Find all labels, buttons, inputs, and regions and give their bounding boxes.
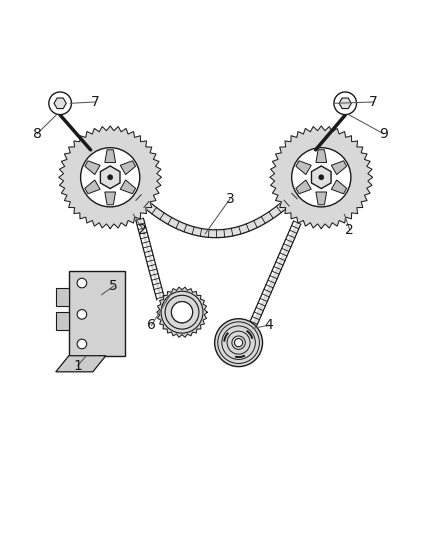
Text: 4: 4 — [265, 318, 273, 332]
Text: 3: 3 — [226, 192, 234, 206]
Circle shape — [292, 148, 351, 207]
Polygon shape — [296, 161, 311, 175]
Circle shape — [108, 175, 113, 180]
Polygon shape — [296, 180, 311, 194]
Circle shape — [234, 338, 243, 347]
Polygon shape — [56, 288, 69, 305]
Polygon shape — [69, 271, 125, 356]
Circle shape — [215, 319, 262, 367]
Text: 1: 1 — [73, 359, 82, 373]
Circle shape — [49, 92, 71, 115]
Polygon shape — [316, 192, 327, 205]
Polygon shape — [316, 150, 327, 163]
Circle shape — [319, 175, 324, 180]
Text: 7: 7 — [91, 95, 99, 109]
Polygon shape — [105, 192, 116, 205]
Text: 5: 5 — [110, 279, 118, 293]
Polygon shape — [120, 180, 136, 194]
Circle shape — [334, 92, 357, 115]
Circle shape — [77, 310, 87, 319]
Text: 9: 9 — [379, 127, 388, 141]
Text: 6: 6 — [147, 318, 156, 332]
Polygon shape — [331, 180, 347, 194]
Polygon shape — [157, 287, 207, 337]
Polygon shape — [56, 356, 106, 372]
Polygon shape — [105, 150, 116, 163]
Polygon shape — [331, 161, 347, 175]
Circle shape — [77, 278, 87, 288]
Circle shape — [77, 339, 87, 349]
Text: 2: 2 — [138, 222, 147, 237]
Polygon shape — [120, 161, 136, 175]
Text: 7: 7 — [369, 95, 378, 109]
Text: 2: 2 — [345, 222, 354, 237]
Polygon shape — [100, 166, 120, 189]
Polygon shape — [339, 98, 351, 109]
Polygon shape — [85, 161, 100, 175]
Polygon shape — [270, 126, 373, 229]
Polygon shape — [85, 180, 100, 194]
Polygon shape — [56, 312, 69, 329]
Text: 8: 8 — [33, 127, 42, 141]
Circle shape — [171, 302, 193, 323]
Circle shape — [81, 148, 140, 207]
Polygon shape — [59, 126, 162, 229]
Polygon shape — [54, 98, 66, 109]
Polygon shape — [311, 166, 331, 189]
